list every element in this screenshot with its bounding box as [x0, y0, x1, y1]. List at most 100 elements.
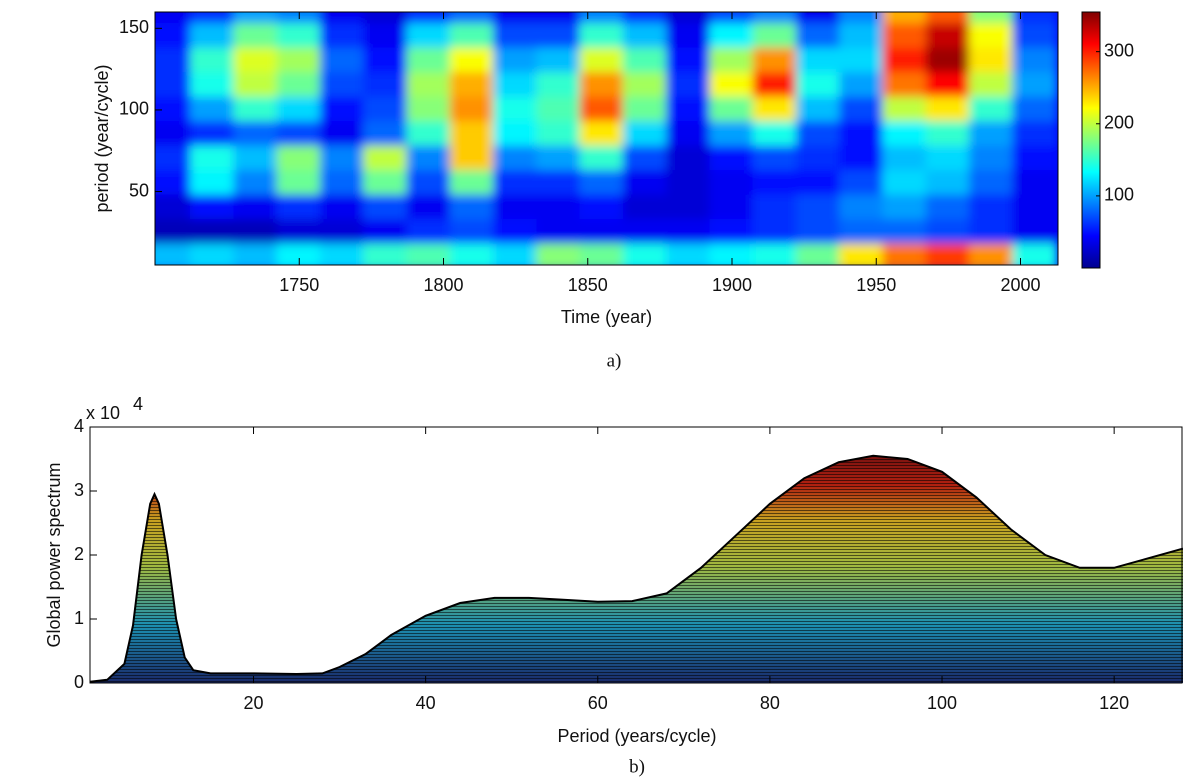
- heat-cell: [155, 72, 193, 99]
- heat-cell: [406, 145, 452, 173]
- heat-cell: [666, 12, 712, 26]
- heat-cell: [839, 194, 885, 222]
- heat-cell: [406, 96, 452, 124]
- heat-cell: [709, 23, 755, 50]
- heat-cell: [579, 145, 625, 173]
- heat-cell: [492, 121, 539, 148]
- heat-cell: [1012, 194, 1058, 222]
- heat-cell: [839, 47, 885, 75]
- heat-cell: [969, 12, 1015, 26]
- x-axis-label: Period (years/cycle): [557, 726, 716, 746]
- x-tick-label: 80: [760, 693, 780, 713]
- heat-cell: [839, 219, 885, 246]
- heat-cell: [536, 243, 582, 265]
- heat-cell: [839, 170, 885, 197]
- heat-cell: [1012, 47, 1058, 75]
- y-tick-label: 150: [119, 17, 149, 37]
- heat-cell: [882, 243, 928, 265]
- heat-cell: [492, 72, 539, 99]
- heat-cell: [233, 145, 279, 173]
- heat-cell: [233, 72, 279, 99]
- heat-cell: [925, 194, 972, 222]
- heat-cell: [579, 12, 625, 26]
- heat-cell: [406, 243, 452, 265]
- heat-cell: [969, 96, 1015, 124]
- heat-cell: [925, 170, 972, 197]
- heat-cell: [882, 194, 928, 222]
- heat-cell: [752, 72, 798, 99]
- heat-cell: [925, 96, 972, 124]
- heat-cell: [666, 145, 712, 173]
- heat-cell: [319, 170, 366, 197]
- heat-cell: [492, 47, 539, 75]
- heat-cell: [190, 72, 236, 99]
- caption: b): [629, 756, 645, 777]
- heat-cell: [795, 23, 842, 50]
- heat-cell: [319, 23, 366, 50]
- heat-cell: [969, 170, 1015, 197]
- heat-cell: [276, 96, 322, 124]
- heat-cell: [925, 72, 972, 99]
- heat-cell: [709, 121, 755, 148]
- caption: a): [607, 350, 622, 371]
- y-tick-label: 2: [74, 544, 84, 564]
- heat-cell: [882, 72, 928, 99]
- heat-cell: [190, 12, 236, 26]
- heat-cell: [363, 47, 409, 75]
- heat-cell: [622, 243, 669, 265]
- heat-cell: [925, 243, 972, 265]
- heat-cell: [190, 96, 236, 124]
- heat-cell: [449, 12, 495, 26]
- heat-cell: [622, 12, 669, 26]
- colorbar-label: 100: [1104, 185, 1134, 205]
- heat-cell: [882, 145, 928, 173]
- heat-cell: [839, 96, 885, 124]
- heat-cell: [925, 12, 972, 26]
- heat-cell: [1012, 219, 1058, 246]
- heat-cell: [536, 23, 582, 50]
- heat-cell: [795, 12, 842, 26]
- heat-cell: [969, 72, 1015, 99]
- heat-cell: [1012, 12, 1058, 26]
- heat-cell: [579, 194, 625, 222]
- heat-cell: [666, 219, 712, 246]
- heat-cell: [363, 72, 409, 99]
- heat-cell: [233, 243, 279, 265]
- heat-cell: [449, 170, 495, 197]
- heat-cell: [449, 96, 495, 124]
- heat-cell: [709, 72, 755, 99]
- heat-cell: [839, 72, 885, 99]
- heat-cell: [363, 12, 409, 26]
- heat-cell: [492, 243, 539, 265]
- heat-cell: [579, 170, 625, 197]
- heat-cell: [233, 219, 279, 246]
- heat-cell: [839, 12, 885, 26]
- heat-cell: [363, 145, 409, 173]
- heat-cell: [233, 121, 279, 148]
- heat-cell: [925, 47, 972, 75]
- heat-cell: [449, 72, 495, 99]
- heat-cell: [882, 12, 928, 26]
- heat-cell: [449, 194, 495, 222]
- heat-cell: [406, 170, 452, 197]
- heat-cell: [839, 243, 885, 265]
- x-tick-label: 2000: [1000, 275, 1040, 295]
- heat-cell: [882, 23, 928, 50]
- heat-cell: [925, 145, 972, 173]
- heat-cell: [622, 96, 669, 124]
- heat-cell: [795, 121, 842, 148]
- heat-cell: [233, 12, 279, 26]
- heat-cell: [709, 96, 755, 124]
- heat-cell: [363, 243, 409, 265]
- heat-cell: [969, 23, 1015, 50]
- heat-cell: [363, 219, 409, 246]
- x-tick-label: 120: [1099, 693, 1129, 713]
- spectrum-hatch: [90, 455, 1183, 683]
- heat-cell: [449, 219, 495, 246]
- heat-cell: [882, 47, 928, 75]
- heat-cell: [155, 121, 193, 148]
- heat-cell: [622, 72, 669, 99]
- heat-cell: [709, 194, 755, 222]
- heat-cell: [1012, 23, 1058, 50]
